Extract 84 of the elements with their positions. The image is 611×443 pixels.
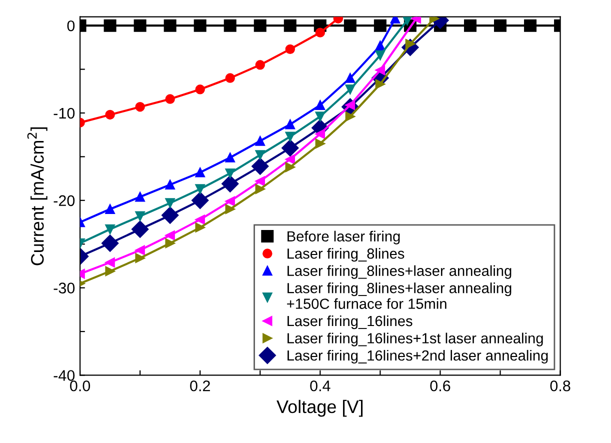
y-tick-label: -40	[54, 370, 75, 381]
point	[375, 50, 386, 60]
point	[102, 234, 119, 252]
point	[222, 175, 239, 192]
point	[285, 132, 296, 142]
point	[225, 168, 235, 178]
y-tick-label: 0	[67, 20, 75, 32]
legend-label: Laser firing_16lines+1st laser annealing	[288, 332, 543, 346]
point	[225, 73, 235, 83]
point	[252, 158, 269, 175]
point	[165, 94, 175, 104]
point	[195, 84, 205, 94]
point	[255, 176, 265, 186]
y-tick-label: -10	[54, 108, 75, 119]
point	[135, 253, 145, 263]
point	[255, 150, 265, 160]
point	[162, 206, 179, 224]
x-tick-label: 0.0	[70, 380, 90, 392]
point	[195, 184, 205, 194]
x-tick-label: 0.6	[430, 380, 450, 392]
point	[194, 19, 206, 32]
point	[165, 198, 175, 208]
point	[315, 100, 326, 110]
y-tick-label: -20	[54, 195, 75, 206]
point	[195, 168, 205, 178]
point	[345, 112, 356, 122]
point	[105, 224, 115, 234]
point	[524, 19, 537, 32]
point	[132, 220, 149, 238]
point	[315, 138, 326, 148]
point	[315, 129, 326, 139]
point	[374, 19, 386, 32]
point	[255, 184, 265, 194]
x-tick-label: 0.8	[550, 380, 570, 392]
point	[375, 65, 386, 76]
point	[225, 152, 235, 162]
point	[224, 19, 236, 32]
legend-label: Laser firing_16lines+2nd laser annealing	[288, 350, 548, 364]
point	[134, 19, 146, 32]
point	[225, 204, 235, 214]
point	[315, 28, 326, 38]
point	[345, 84, 356, 94]
x-axis-title: Voltage [V]	[276, 400, 363, 417]
point	[195, 214, 205, 224]
point	[135, 245, 145, 256]
point	[494, 19, 507, 32]
point	[464, 19, 476, 32]
legend-label: Laser firing_8lines+laser annealing +150C furnace for 15min	[287, 282, 512, 309]
point	[192, 192, 209, 209]
point	[165, 230, 175, 240]
x-tick-label: 0.2	[190, 380, 210, 392]
point	[254, 19, 266, 32]
legend-label: Laser firing_16lines	[288, 315, 412, 330]
point	[285, 162, 296, 172]
point	[165, 180, 175, 190]
point	[195, 222, 205, 232]
point	[285, 44, 296, 54]
point	[285, 154, 296, 164]
y-axis-title: Current [mA/cm$^{2}$]	[27, 127, 48, 266]
point	[135, 192, 145, 202]
legend-label: Before laser firing	[288, 230, 400, 244]
point	[105, 266, 115, 276]
point	[105, 258, 115, 268]
point	[345, 73, 356, 83]
point	[135, 211, 145, 221]
point	[164, 19, 176, 32]
point	[135, 102, 145, 112]
point	[284, 19, 296, 32]
point	[165, 238, 175, 248]
point	[282, 139, 299, 157]
point	[105, 110, 115, 120]
y-tick-label: -30	[54, 282, 75, 294]
point	[344, 19, 356, 32]
point	[104, 19, 116, 32]
legend-label: Laser firing_8lines	[288, 248, 404, 262]
point	[255, 60, 265, 70]
point	[105, 204, 115, 214]
point	[375, 40, 386, 51]
x-tick-label: 0.4	[310, 380, 330, 392]
point	[315, 112, 326, 122]
point	[225, 196, 235, 206]
point	[285, 119, 296, 130]
point	[255, 136, 265, 146]
legend-label: Laser firing_8lines+laser annealing	[288, 265, 512, 279]
